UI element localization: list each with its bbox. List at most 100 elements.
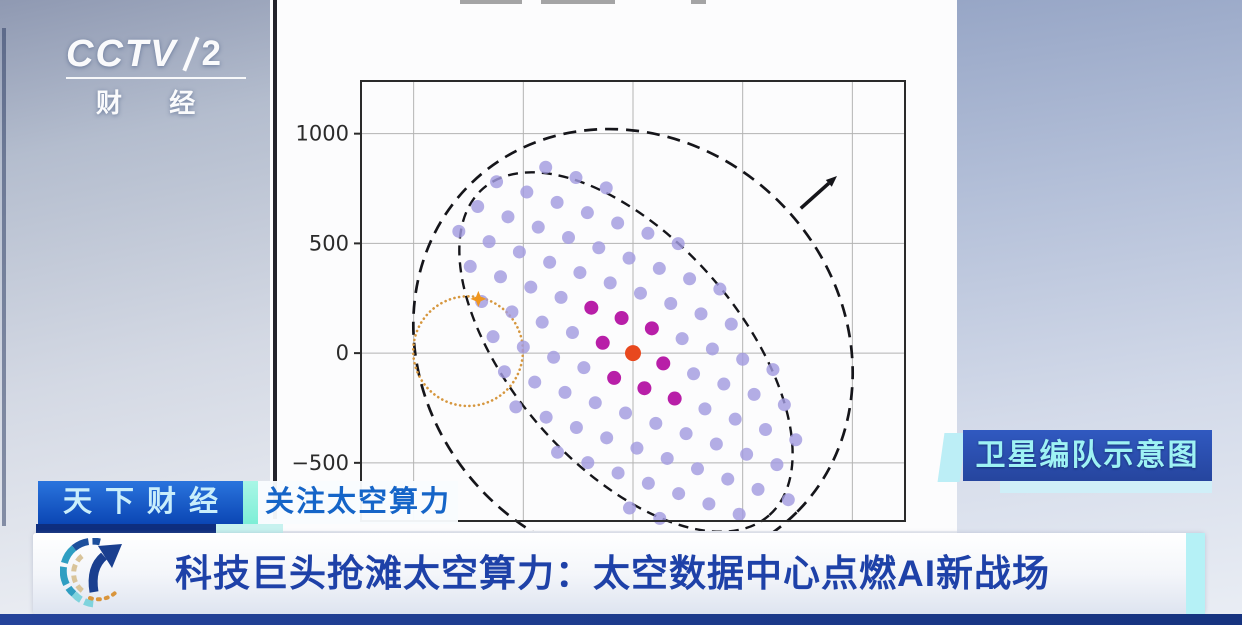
satellite-dot	[619, 406, 633, 420]
satellite-dot	[528, 375, 542, 389]
satellite-dot	[649, 416, 663, 430]
inner-boundary-ellipse	[458, 171, 794, 533]
satellite-dot	[641, 476, 655, 490]
satellite-dot	[694, 307, 708, 321]
satellite-dot	[641, 226, 655, 240]
cropped-title-remnant	[691, 0, 706, 4]
satellite-dot	[580, 206, 594, 220]
figure-badge-text: 卫星编队示意图	[963, 430, 1212, 481]
bottom-navy-strip	[0, 614, 1242, 625]
satellite-dot	[452, 224, 466, 238]
satellite-dot	[622, 251, 636, 265]
satellite-dot	[490, 175, 504, 189]
satellite-dot	[717, 377, 731, 391]
channel-underline	[66, 77, 246, 79]
satellite-dot	[622, 501, 636, 515]
satellite-dot	[732, 507, 746, 521]
satellite-dot	[777, 398, 791, 412]
satellite-dot	[599, 181, 613, 195]
satellite-dot	[588, 396, 602, 410]
satellite-dot	[664, 297, 678, 311]
satellite-dot	[471, 200, 485, 214]
satellite-dot-inner-ring	[637, 381, 652, 396]
satellite-dot	[535, 315, 549, 329]
satellite-dot	[740, 447, 754, 461]
channel-slash-icon	[182, 36, 201, 72]
satellite-dot	[558, 385, 572, 399]
headline-banner	[33, 533, 1205, 614]
program-badge: 天下财经	[38, 481, 243, 524]
satellite-dot	[751, 482, 765, 496]
satellite-dot	[543, 255, 557, 269]
satellite-dot-inner-ring	[667, 391, 682, 406]
satellite-dot	[581, 456, 595, 470]
satellite-dot	[702, 497, 716, 511]
satellite-dot	[550, 195, 564, 209]
satellite-dot	[770, 458, 784, 472]
satellite-dot	[577, 361, 591, 375]
satellite-dot	[512, 245, 526, 259]
satellite-dot	[516, 340, 530, 354]
satellite-dot	[531, 220, 545, 234]
satellite-dot	[551, 445, 565, 459]
satellite-dot	[520, 185, 534, 199]
plot-border	[360, 80, 906, 522]
satellite-dot	[501, 210, 515, 224]
satellite-dot	[562, 230, 576, 244]
satellite-dot	[652, 261, 666, 275]
figure-left-border	[273, 0, 277, 519]
banner-cyan-strip	[1186, 533, 1205, 614]
satellite-dot	[482, 235, 496, 249]
y-tick-label: 500	[309, 231, 349, 255]
satellite-dot	[724, 317, 738, 331]
satellite-dot	[565, 325, 579, 339]
satellite-dot	[509, 400, 523, 414]
program-badge-understrip	[36, 524, 216, 534]
cropped-title-remnant	[460, 0, 522, 4]
satellite-dot	[486, 330, 500, 344]
satellite-dot	[687, 367, 701, 381]
satellite-dot	[600, 431, 614, 445]
satellite-dot	[494, 270, 508, 284]
topic-badge-understrip	[216, 524, 283, 534]
satellite-dot	[705, 342, 719, 356]
satellite-dot	[547, 350, 561, 364]
satellite-dot	[611, 466, 625, 480]
channel-category: 财 经	[96, 88, 216, 118]
cropped-title-remnant	[541, 0, 615, 4]
satellite-dot	[660, 451, 674, 465]
y-tick-label: −500	[291, 451, 349, 475]
background-right-panel	[957, 0, 1242, 614]
satellite-dot	[633, 286, 647, 300]
satellite-dot	[690, 462, 704, 476]
direction-arrow-shaft	[799, 181, 830, 210]
satellite-dot	[539, 410, 553, 424]
satellite-dot	[721, 472, 735, 486]
satellite-dot	[758, 422, 772, 436]
satellite-dot	[766, 363, 780, 377]
satellite-dot-inner-ring	[644, 321, 659, 336]
satellite-dot-inner-ring	[584, 300, 599, 315]
satellite-dot-inner-ring	[656, 356, 671, 371]
satellite-dot	[573, 266, 587, 280]
channel-number: 2	[201, 34, 221, 73]
satellite-dot	[554, 290, 568, 304]
satellite-dot-inner-ring	[607, 370, 622, 385]
program-logo-swoosh-icon	[60, 538, 122, 608]
y-tick-label: 0	[336, 341, 349, 365]
headline-text: 科技巨头抢滩太空算力：太空数据中心点燃AI新战场	[175, 553, 1050, 594]
satellite-dot	[672, 487, 686, 501]
y-tick-label: 1000	[296, 122, 349, 146]
outer-boundary-ellipse	[411, 127, 855, 570]
satellite-dot	[497, 365, 511, 379]
center-satellite-dot	[625, 345, 641, 362]
channel-bug: CCTV 2 财 经	[66, 30, 266, 120]
satellite-dot	[781, 493, 795, 507]
star-marker	[470, 290, 487, 307]
satellite-dot	[675, 332, 689, 346]
figure-label-badge: 卫星编队示意图	[937, 430, 1212, 494]
direction-arrow-head	[825, 176, 837, 187]
satellite-dot	[592, 241, 606, 255]
satellite-dot	[603, 276, 617, 290]
